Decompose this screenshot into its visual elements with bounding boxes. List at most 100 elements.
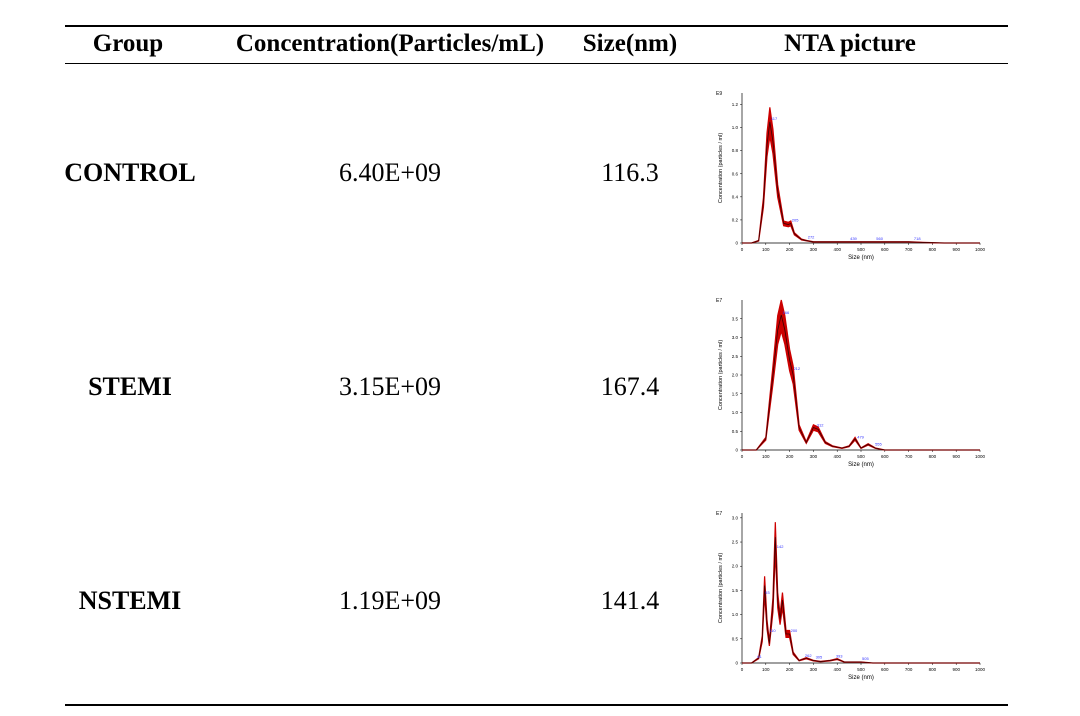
x-tick-label: 300 (810, 454, 818, 459)
x-tick-label: 700 (905, 454, 913, 459)
x-tick-label: 1000 (975, 454, 986, 459)
x-tick-label: 500 (857, 667, 865, 672)
peak-label: 166 (783, 310, 790, 315)
row-stemi-size: 167.4 (600, 372, 660, 401)
table-header-rule (65, 63, 1008, 64)
header-size: Size(nm) (582, 30, 678, 57)
error-band (742, 299, 980, 451)
peak-label: 555 (875, 442, 882, 447)
x-tick-label: 800 (929, 667, 937, 672)
y-tick-label: 1.0 (732, 410, 739, 415)
peak-label: 479 (857, 435, 864, 440)
x-tick-label: 100 (762, 247, 770, 252)
table-top-rule (65, 25, 1008, 27)
x-tick-label: 600 (881, 247, 889, 252)
x-tick-label: 700 (905, 667, 913, 672)
row-control-concentration: 6.40E+09 (338, 158, 442, 187)
peak-label: 718 (914, 236, 921, 241)
row-nstemi-size: 141.4 (600, 586, 660, 615)
row-nstemi-concentration: 1.19E+09 (338, 586, 442, 615)
x-tick-label: 0 (741, 667, 744, 672)
peak-label: 142 (777, 544, 784, 549)
header-concentration: Concentration(Particles/mL) (235, 30, 545, 57)
peak-label: 110 (769, 628, 776, 633)
y-tick-label: 2.0 (732, 564, 739, 569)
peak-label: 560 (876, 236, 883, 241)
error-band (742, 522, 980, 664)
y-tick-label: 2.5 (732, 354, 739, 359)
y-tick-label: 3.5 (732, 316, 739, 321)
x-tick-label: 500 (857, 454, 865, 459)
row-control-group: CONTROL (64, 158, 196, 187)
x-tick-label: 100 (762, 667, 770, 672)
y-exponent-label: E7 (716, 298, 722, 304)
row-stemi-group: STEMI (88, 372, 172, 401)
y-tick-label: 0 (735, 448, 738, 453)
y-tick-label: 2.0 (732, 373, 739, 378)
x-tick-label: 700 (905, 247, 913, 252)
x-tick-label: 1000 (975, 247, 986, 252)
y-tick-label: 3.0 (732, 335, 739, 340)
y-tick-label: 0.6 (732, 171, 739, 176)
x-tick-label: 600 (881, 667, 889, 672)
x-tick-label: 400 (833, 454, 841, 459)
x-tick-label: 200 (786, 454, 794, 459)
peak-label: 439 (850, 236, 857, 241)
peak-label: 93 (765, 590, 770, 595)
y-tick-label: 1.0 (732, 612, 739, 617)
y-tick-label: 0 (735, 241, 738, 246)
nta-chart-control: E9 0 100 200 300 400 500 600 700 800 900 1000 0 0.2 0.… (712, 85, 987, 267)
y-exponent-label: E7 (716, 511, 722, 517)
peak-label: 305 (816, 655, 823, 660)
header-group: Group (92, 30, 164, 57)
x-tick-label: 900 (952, 247, 960, 252)
peak-label: 393 (836, 654, 843, 659)
y-tick-label: 1.5 (732, 391, 739, 396)
peak-label: 505 (862, 656, 869, 661)
x-tick-label: 300 (810, 667, 818, 672)
x-tick-label: 600 (881, 454, 889, 459)
y-tick-label: 1.5 (732, 588, 739, 593)
x-tick-label: 100 (762, 454, 770, 459)
y-tick-label: 3.0 (732, 515, 739, 520)
y-tick-label: 1.2 (732, 102, 739, 107)
y-axis-label: Concentration (particles / ml) (718, 133, 724, 203)
x-tick-label: 800 (929, 247, 937, 252)
x-tick-label: 200 (786, 247, 794, 252)
nta-chart-stemi: E7 0 100 200 300 400 500 600 700 800 900 1000 0 0.5 1.… (712, 292, 987, 474)
nta-chart-nstemi: E7 0 100 200 300 400 500 600 700 800 900 1000 0 0.5 1.… (712, 505, 987, 687)
peak-label: 312 (817, 422, 824, 427)
table-bottom-rule (65, 704, 1008, 706)
x-tick-label: 0 (741, 247, 744, 252)
header-nta-picture: NTA picture (784, 30, 916, 57)
peak-label: 117 (771, 116, 778, 121)
y-tick-label: 0.5 (732, 429, 739, 434)
error-band (742, 107, 980, 244)
y-axis-label: Concentration (particles / ml) (718, 553, 724, 623)
x-tick-label: 0 (741, 454, 744, 459)
peak-label: 200 (791, 628, 798, 633)
x-axis-label: Size (nm) (848, 675, 874, 681)
peak-label: 212 (793, 366, 800, 371)
mean-line (742, 121, 980, 244)
y-tick-label: 2.5 (732, 540, 739, 545)
row-control-size: 116.3 (601, 158, 659, 187)
x-tick-label: 900 (952, 667, 960, 672)
mean-line (742, 314, 980, 451)
x-tick-label: 800 (929, 454, 937, 459)
y-tick-label: 0 (735, 661, 738, 666)
y-axis-label: Concentration (particles / ml) (718, 340, 724, 410)
mean-line (742, 537, 980, 664)
row-stemi-concentration: 3.15E+09 (338, 372, 442, 401)
y-exponent-label: E9 (716, 91, 722, 97)
row-nstemi-group: NSTEMI (78, 586, 182, 615)
x-tick-label: 1000 (975, 667, 986, 672)
x-tick-label: 900 (952, 454, 960, 459)
x-tick-label: 400 (833, 667, 841, 672)
peak-label: 205 (792, 217, 799, 222)
peak-label: 61 (757, 654, 762, 659)
x-tick-label: 500 (857, 247, 865, 252)
y-tick-label: 0.4 (732, 194, 739, 199)
x-tick-label: 200 (786, 667, 794, 672)
peak-label: 262 (805, 653, 812, 658)
